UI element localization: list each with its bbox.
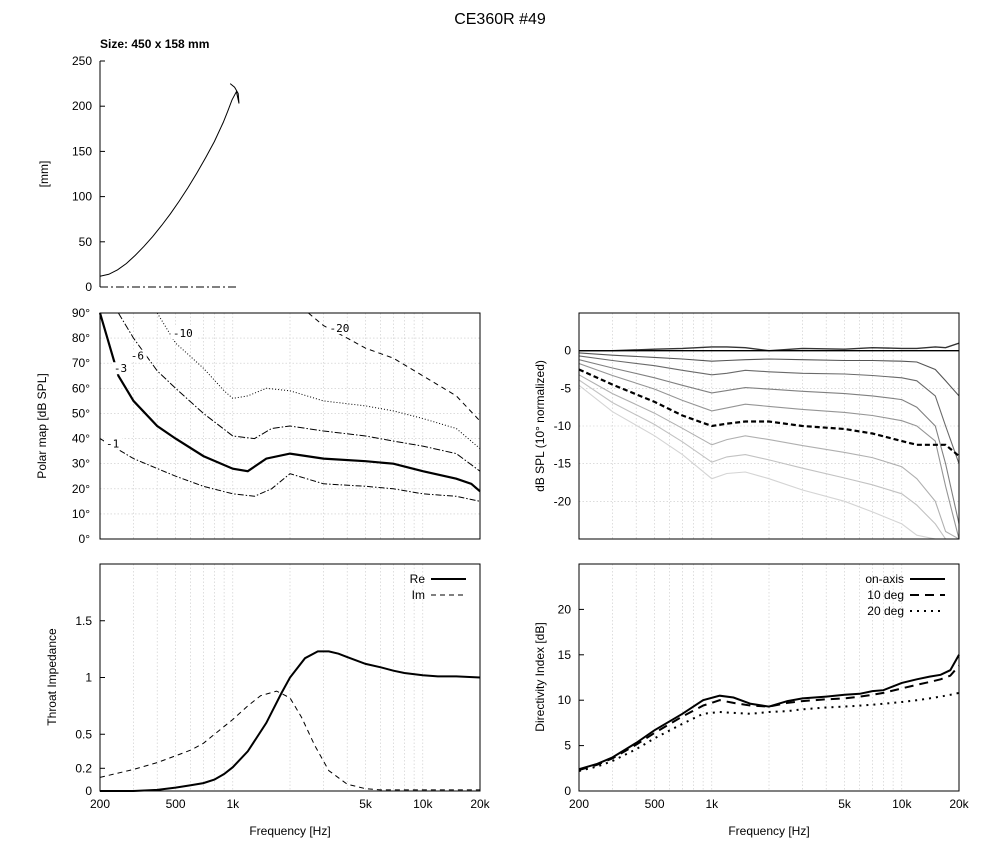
- impedance-curve: [100, 650, 481, 792]
- plot-frame: [578, 563, 960, 792]
- x-tick-label: 200: [569, 797, 589, 811]
- y-tick-label: 150: [72, 144, 92, 158]
- y-tick-label: 90°: [72, 306, 90, 320]
- x-tick-label: 20k: [949, 797, 969, 811]
- profile-subtitle: Size: 450 x 158 mm: [100, 37, 209, 51]
- spl-curve: [579, 384, 959, 539]
- x-tick-label: 10k: [892, 797, 912, 811]
- spl-curve: [579, 352, 959, 397]
- spl-curves: [579, 342, 959, 539]
- y-tick-label: 0: [564, 784, 571, 798]
- y-tick-label: 30°: [72, 457, 90, 471]
- spl-curve: [579, 379, 959, 539]
- spl-ylabel: dB SPL (10° normalized): [533, 360, 547, 492]
- contour-label-bg: [104, 437, 122, 450]
- legend-label: on-axis: [865, 572, 904, 586]
- normalized-spl-plot: dB SPL (10° normalized) 0 -5 -10 -15 -20: [533, 312, 960, 540]
- y-tick-label: 10°: [72, 507, 90, 521]
- spl-curve: [579, 359, 959, 525]
- y-tick-label: 0: [564, 344, 571, 358]
- throat-impedance-plot: Throat Impedance Frequency [Hz] 200 500 1k…: [45, 563, 491, 838]
- di-curve: [578, 654, 960, 771]
- impedance-curve: [99, 690, 480, 791]
- plot-frame: [578, 312, 960, 540]
- legend-label: Im: [412, 588, 425, 602]
- profile-plot: Size: 450 x 158 mm [mm] 0 50 100 150 200 250: [37, 37, 240, 294]
- profile-curve: [99, 83, 240, 277]
- y-tick-label: 20: [558, 602, 572, 616]
- y-tick-label: 5: [564, 739, 571, 753]
- y-tick-label: 0: [85, 784, 92, 798]
- plot-frame: [99, 312, 481, 540]
- y-tick-label: 60°: [72, 381, 90, 395]
- y-tick-label: 15: [558, 648, 572, 662]
- x-tick-label: 1k: [226, 797, 240, 811]
- y-tick-label: -15: [554, 457, 572, 471]
- di-ylabel: Directivity Index [dB]: [533, 622, 547, 731]
- y-tick-label: 50: [79, 235, 93, 249]
- polar-map-ylabel: Polar map [dB SPL]: [35, 373, 49, 478]
- di-xlabel: Frequency [Hz]: [728, 824, 809, 838]
- y-tick-label: 100: [72, 190, 92, 204]
- x-tick-label: 10k: [413, 797, 433, 811]
- y-tick-label: -5: [560, 381, 571, 395]
- y-tick-label: 0.5: [75, 727, 92, 741]
- contour-label-bg: [111, 362, 130, 375]
- spl-curve: [579, 355, 959, 464]
- directivity-index-plot: Directivity Index [dB] Frequency [Hz] 20…: [533, 563, 970, 838]
- y-tick-label: 1: [85, 671, 92, 685]
- contour-label: -6: [131, 350, 144, 363]
- y-tick-label: 250: [72, 54, 92, 68]
- x-tick-label: 5k: [838, 797, 852, 811]
- y-tick-label: 20°: [72, 482, 90, 496]
- contour-line: [156, 312, 481, 449]
- contour-line: [98, 312, 481, 493]
- x-tick-label: 20k: [470, 797, 490, 811]
- y-tick-label: -10: [554, 419, 572, 433]
- impedance-xlabel: Frequency [Hz]: [249, 824, 330, 838]
- contour-label: -20: [329, 322, 349, 335]
- y-tick-label: 70°: [72, 356, 90, 370]
- di-curve: [578, 665, 960, 772]
- y-tick-label: 80°: [72, 331, 90, 345]
- y-tick-label: 50°: [72, 406, 90, 420]
- y-tick-label: 10: [558, 693, 572, 707]
- x-tick-label: 200: [90, 797, 110, 811]
- y-tick-label: 0°: [79, 532, 91, 546]
- y-tick-label: 0: [85, 280, 92, 294]
- contour-line: [117, 312, 481, 472]
- contour-label: -3: [114, 362, 127, 375]
- spl-curve: [579, 362, 959, 539]
- contour-label-bg: [327, 322, 353, 335]
- x-tick-label: 500: [645, 797, 665, 811]
- legend-label: 10 deg: [867, 588, 904, 602]
- polar-map-plot: Polar map [dB SPL] 0° 10° 20° 30° 40° 50° 60° 7…: [35, 306, 481, 546]
- spl-curve: [579, 368, 959, 457]
- plot-frame: [99, 563, 481, 792]
- x-tick-label: 500: [166, 797, 186, 811]
- profile-ylabel: [mm]: [37, 161, 51, 188]
- contour-label: -1: [106, 438, 119, 451]
- spl-curve: [579, 342, 959, 352]
- x-tick-label: 5k: [359, 797, 373, 811]
- contour-label-bg: [170, 327, 196, 340]
- contour-line: [99, 438, 481, 502]
- y-tick-label: 200: [72, 99, 92, 113]
- x-tick-label: 1k: [705, 797, 719, 811]
- figure-title: CE360R #49: [454, 11, 546, 28]
- y-tick-label: 0.2: [75, 761, 92, 775]
- contour-line: [308, 312, 481, 422]
- legend-label: 20 deg: [867, 604, 904, 618]
- y-tick-label: 1.5: [75, 614, 92, 628]
- y-tick-label: 40°: [72, 432, 90, 446]
- contour-label: -10: [173, 327, 193, 340]
- legend-label: Re: [410, 572, 426, 586]
- y-tick-label: -20: [554, 494, 572, 508]
- impedance-ylabel: Throat Impedance: [45, 628, 59, 726]
- spl-curve: [579, 374, 959, 539]
- contour-label-bg: [128, 349, 147, 362]
